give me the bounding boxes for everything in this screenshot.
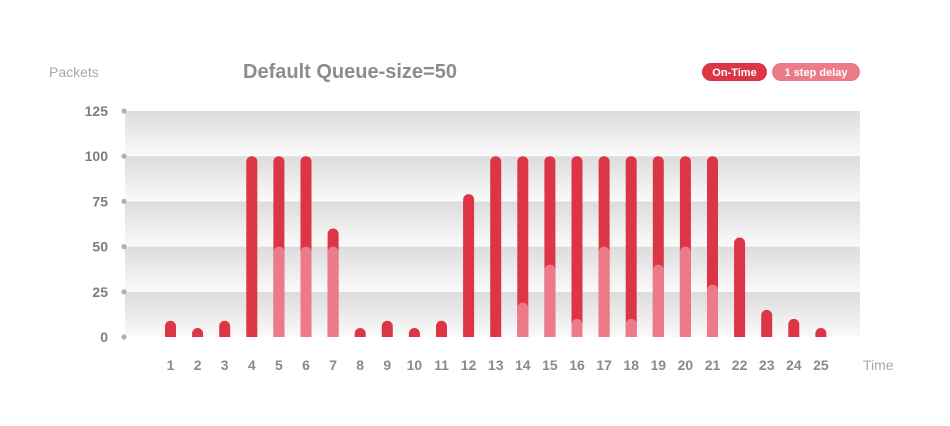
y-axis-ticks: 0 25 50 75 100 125: [85, 103, 127, 345]
x-tick-label: 24: [786, 357, 802, 373]
x-tick-label: 1: [167, 357, 175, 373]
x-tick-label: 2: [194, 357, 202, 373]
x-tick-label: 22: [732, 357, 748, 373]
y-tick-dot: [121, 108, 127, 114]
bar-1-step-delay: [300, 246, 312, 337]
bar-on-time: [788, 318, 800, 337]
x-tick-label: 11: [434, 357, 449, 373]
bar-1-step-delay: [625, 318, 637, 337]
x-tick-label: 6: [302, 357, 310, 373]
bar-on-time: [165, 320, 176, 337]
x-tick-label: 10: [407, 357, 423, 373]
bars: [165, 156, 827, 337]
bar-on-time: [246, 156, 258, 337]
bar-on-time: [734, 237, 746, 337]
x-tick-label: 12: [461, 357, 477, 373]
x-axis-ticks: 1 2 3 4 5 6 7 8 9 10 11 12 13 14 15 16 17 18 19 20 21 22 23 24 2…: [167, 357, 829, 373]
legend: On-Time 1 step delay: [702, 63, 860, 81]
bar-on-time: [463, 194, 475, 337]
bar-on-time: [490, 156, 502, 337]
bar-1-step-delay: [544, 264, 556, 337]
bar-1-step-delay: [571, 318, 583, 337]
y-tick-label: 50: [92, 239, 108, 255]
x-tick-label: 21: [705, 357, 721, 373]
y-tick-label: 0: [100, 329, 108, 345]
x-tick-label: 3: [221, 357, 229, 373]
bar-1-step-delay: [327, 246, 339, 337]
bar-on-time: [436, 320, 447, 337]
bar-1-step-delay: [598, 246, 610, 337]
x-tick-label: 7: [329, 357, 337, 373]
y-tick-label: 125: [85, 103, 109, 119]
bar-1-step-delay: [517, 302, 529, 337]
x-axis-label: Time: [863, 357, 894, 373]
bar-1-step-delay: [273, 246, 285, 337]
bar-on-time: [815, 327, 827, 337]
legend-label-1-step-delay: 1 step delay: [785, 67, 849, 79]
x-tick-label: 25: [813, 357, 829, 373]
y-tick-label: 25: [92, 284, 108, 300]
y-tick-label: 100: [85, 148, 109, 164]
legend-label-on-time: On-Time: [712, 67, 756, 79]
y-tick-label: 75: [92, 193, 108, 209]
x-tick-label: 16: [569, 357, 585, 373]
bar-on-time: [761, 309, 773, 337]
y-tick-dot: [121, 153, 127, 159]
x-tick-label: 17: [596, 357, 612, 373]
bar-on-time: [354, 327, 366, 337]
x-tick-label: 5: [275, 357, 283, 373]
bar-1-step-delay: [707, 284, 718, 337]
x-tick-label: 20: [678, 357, 694, 373]
y-tick-dot: [121, 334, 127, 340]
grid-band: [125, 111, 860, 157]
bar-1-step-delay: [679, 246, 691, 337]
y-tick-dot: [121, 289, 127, 295]
bar-on-time: [625, 156, 637, 337]
y-axis-label: Packets: [49, 64, 99, 80]
x-tick-label: 8: [356, 357, 364, 373]
legend-item-on-time: [702, 63, 767, 81]
x-tick-label: 9: [383, 357, 391, 373]
x-tick-label: 14: [515, 357, 531, 373]
x-tick-label: 4: [248, 357, 256, 373]
x-tick-label: 15: [542, 357, 558, 373]
bar-on-time: [571, 156, 583, 337]
chart-title: Default Queue-size=50: [243, 61, 457, 83]
bar-on-time: [192, 327, 204, 337]
x-tick-label: 19: [651, 357, 667, 373]
bar-on-time: [219, 320, 231, 337]
x-tick-label: 23: [759, 357, 775, 373]
y-tick-dot: [121, 244, 127, 250]
bar-on-time: [517, 156, 529, 337]
y-tick-dot: [121, 198, 127, 204]
legend-item-1-step-delay: [772, 63, 860, 81]
bar-on-time: [408, 327, 420, 337]
bar-on-time: [381, 320, 393, 337]
x-tick-label: 18: [623, 357, 639, 373]
bar-1-step-delay: [652, 264, 664, 337]
x-tick-label: 13: [488, 357, 504, 373]
